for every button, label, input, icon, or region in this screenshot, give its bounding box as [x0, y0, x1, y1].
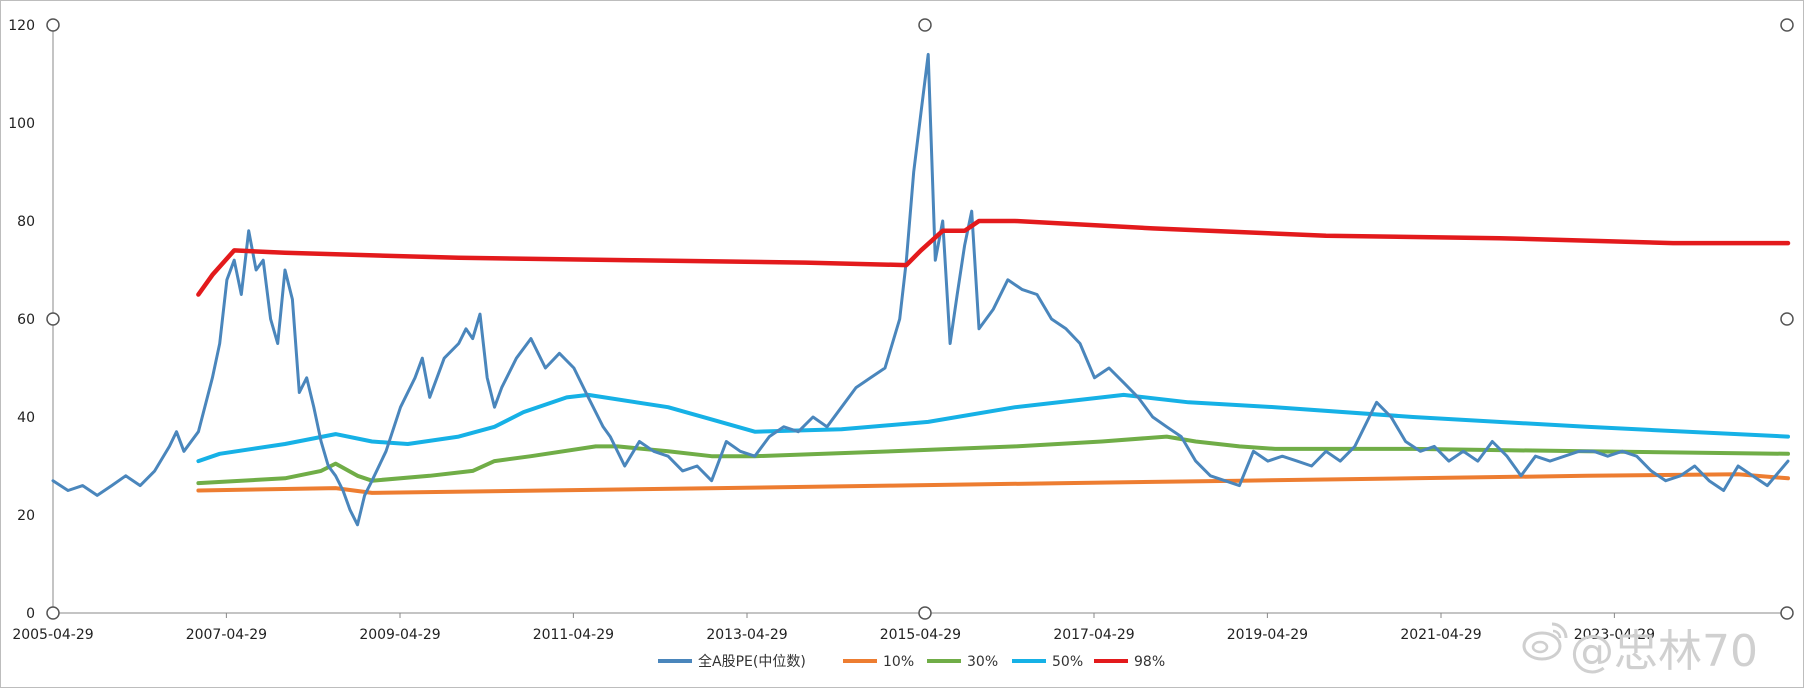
y-tick-label: 60 — [17, 312, 35, 328]
resize-handle[interactable] — [918, 18, 932, 32]
resize-handle[interactable] — [1780, 606, 1794, 620]
legend-label: 全A股PE(中位数) — [698, 653, 806, 670]
x-tick-label: 2011-04-29 — [533, 627, 614, 643]
legend-item-3: 50% — [1012, 654, 1083, 670]
series-line-1 — [196, 472, 1790, 495]
x-tick-label: 2021-04-29 — [1400, 627, 1481, 643]
resize-handle[interactable] — [46, 606, 60, 620]
legend-item-4: 98% — [1094, 654, 1165, 670]
legend-item-1: 10% — [843, 654, 914, 670]
legend-item-0: 全A股PE(中位数) — [658, 653, 806, 670]
x-tick-label: 2015-04-29 — [880, 627, 961, 643]
y-tick-label: 80 — [17, 214, 35, 230]
series-line-4 — [196, 218, 1791, 297]
x-tick-label: 2019-04-29 — [1227, 627, 1308, 643]
series-line-0 — [51, 52, 1790, 527]
y-tick-label: 20 — [17, 508, 35, 524]
y-tick-labels: 0 20 40 60 80 100 120 — [8, 18, 35, 622]
y-tick-label: 100 — [8, 116, 35, 132]
x-tick-label: 2013-04-29 — [706, 627, 787, 643]
y-tick-label: 120 — [8, 18, 35, 34]
legend-label: 10% — [883, 654, 914, 670]
x-tick-label: 2007-04-29 — [186, 627, 267, 643]
series-line-2 — [196, 434, 1790, 486]
resize-handle[interactable] — [1780, 18, 1794, 32]
legend-item-2: 30% — [927, 654, 998, 670]
legend-label: 30% — [967, 654, 998, 670]
y-tick-label: 0 — [26, 606, 35, 622]
series-line-3 — [196, 392, 1790, 464]
x-tick-label: 2005-04-29 — [12, 627, 93, 643]
watermark: @忠林70 — [1522, 622, 1758, 677]
legend: 全A股PE(中位数) 10% 30% 50% 98% — [658, 653, 1165, 670]
legend-label: 98% — [1134, 654, 1165, 670]
weibo-icon — [1522, 622, 1568, 661]
x-tick-label: 2017-04-29 — [1053, 627, 1134, 643]
resize-handle[interactable] — [46, 18, 60, 32]
resize-handle[interactable] — [918, 606, 932, 620]
x-tick-labels: 2005-04-29 2007-04-29 2009-04-29 2011-04-29… — [12, 613, 1655, 643]
y-tick-label: 40 — [17, 410, 35, 426]
resize-handle[interactable] — [1780, 312, 1794, 326]
legend-label: 50% — [1052, 654, 1083, 670]
resize-handle[interactable] — [46, 312, 60, 326]
watermark-text: @忠林70 — [1570, 626, 1758, 677]
x-tick-label: 2009-04-29 — [359, 627, 440, 643]
series-lines — [51, 52, 1791, 527]
x-tick-label: 2023-04-29 — [1574, 627, 1655, 643]
